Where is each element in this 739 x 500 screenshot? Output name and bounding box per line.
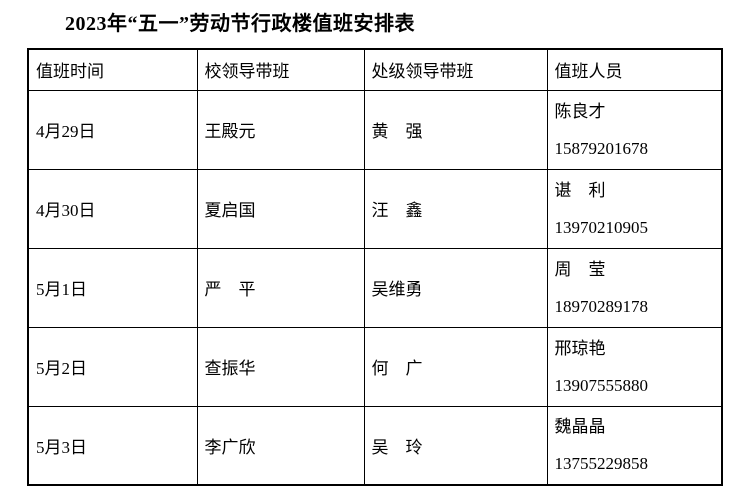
staff-phone: 13970210905 — [554, 217, 649, 237]
staff-cell: 魏晶晶 13755229858 — [546, 405, 723, 486]
school-leader-cell: 夏启国 — [196, 168, 365, 249]
dept-leader-cell: 吴 玲 — [363, 405, 548, 486]
date-cell: 4月30日 — [27, 168, 198, 249]
col-header-dept-leader: 处级领导带班 — [363, 48, 548, 91]
staff-phone: 13907555880 — [554, 375, 649, 395]
table-row: 5月2日 查振华 何 广 邢琼艳 13907555880 — [27, 326, 723, 407]
dept-leader-cell: 汪 鑫 — [363, 168, 548, 249]
header-row: 值班时间 校领导带班 处级领导带班 值班人员 — [27, 48, 723, 91]
table-row: 4月30日 夏启国 汪 鑫 谌 利 13970210905 — [27, 168, 723, 249]
col-header-duty-time: 值班时间 — [27, 48, 198, 91]
date-cell: 4月29日 — [27, 89, 198, 170]
staff-phone: 13755229858 — [554, 454, 649, 474]
staff-cell: 谌 利 13970210905 — [546, 168, 723, 249]
col-header-duty-staff: 值班人员 — [546, 48, 723, 91]
staff-name: 魏晶晶 — [554, 417, 606, 437]
staff-phone: 18970289178 — [554, 296, 649, 316]
staff-name: 陈良才 — [554, 101, 606, 121]
staff-cell: 周 莹 18970289178 — [546, 247, 723, 328]
duty-schedule-table: 值班时间 校领导带班 处级领导带班 值班人员 4月29日 王殿元 黄 强 陈良才… — [27, 48, 723, 486]
school-leader-cell: 查振华 — [196, 326, 365, 407]
page-title: 2023年“五一”劳动节行政楼值班安排表 — [65, 13, 415, 35]
date-cell: 5月3日 — [27, 405, 198, 486]
school-leader-cell: 严 平 — [196, 247, 365, 328]
school-leader-cell: 李广欣 — [196, 405, 365, 486]
dept-leader-cell: 黄 强 — [363, 89, 548, 170]
staff-cell: 邢琼艳 13907555880 — [546, 326, 723, 407]
school-leader-cell: 王殿元 — [196, 89, 365, 170]
staff-phone: 15879201678 — [554, 138, 649, 158]
col-header-school-leader: 校领导带班 — [196, 48, 365, 91]
staff-name: 邢琼艳 — [554, 338, 606, 358]
staff-name: 谌 利 — [554, 180, 606, 200]
dept-leader-cell: 何 广 — [363, 326, 548, 407]
table-row: 5月1日 严 平 吴维勇 周 莹 18970289178 — [27, 247, 723, 328]
date-cell: 5月1日 — [27, 247, 198, 328]
table-row: 4月29日 王殿元 黄 强 陈良才 15879201678 — [27, 89, 723, 170]
dept-leader-cell: 吴维勇 — [363, 247, 548, 328]
staff-cell: 陈良才 15879201678 — [546, 89, 723, 170]
staff-name: 周 莹 — [554, 259, 606, 279]
table-row: 5月3日 李广欣 吴 玲 魏晶晶 13755229858 — [27, 405, 723, 486]
date-cell: 5月2日 — [27, 326, 198, 407]
